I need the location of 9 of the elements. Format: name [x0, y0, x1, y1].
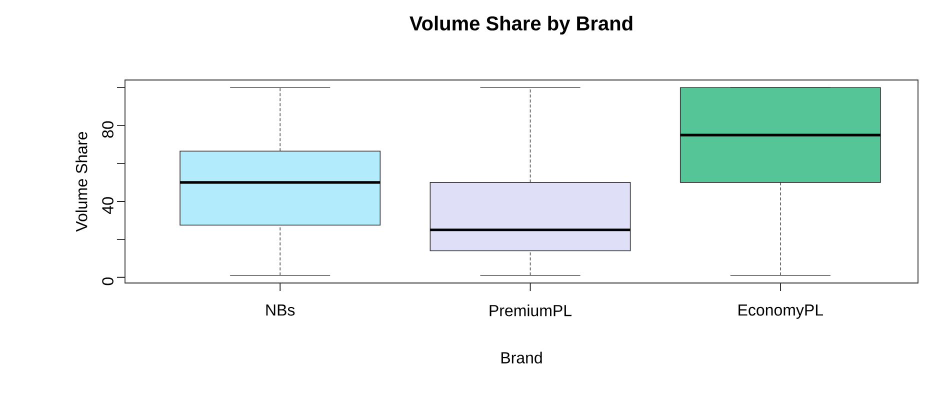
- chart-title: Volume Share by Brand: [410, 16, 632, 34]
- x-tick-label: EconomyPL: [738, 304, 824, 319]
- x-tick-label: PremiumPL: [490, 304, 572, 316]
- y-tick-label: 0: [102, 277, 114, 286]
- y-axis-title: Volume Share: [76, 132, 88, 232]
- y-tick-label: 80: [102, 121, 114, 138]
- x-tick-label: NBs: [266, 304, 295, 316]
- y-tick-label: 40: [102, 197, 114, 214]
- x-axis-title: Brand: [501, 352, 542, 364]
